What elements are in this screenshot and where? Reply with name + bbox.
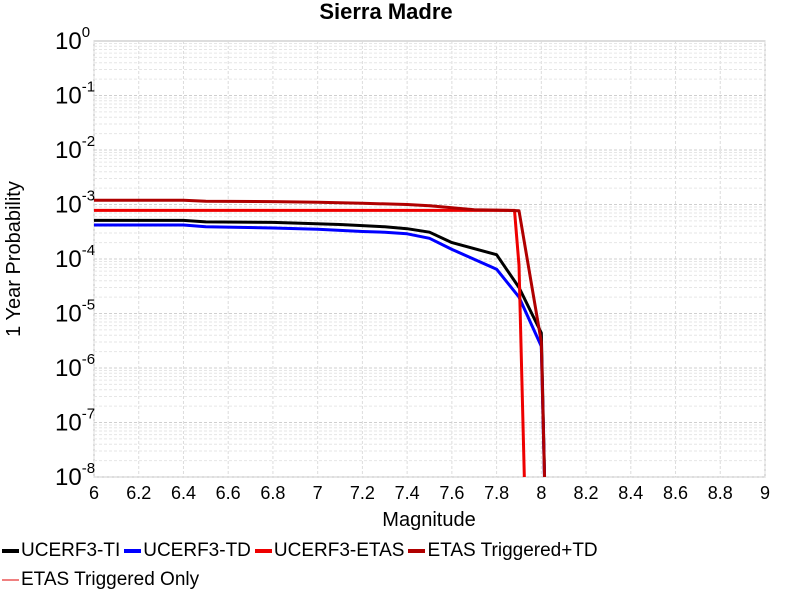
y-tick-label: 10-3: [55, 188, 95, 219]
legend-row-1: UCERF3-TI UCERF3-TD UCERF3-ETAS ETAS Tri…: [2, 540, 602, 562]
legend-item-etas-triggered-only: ETAS Triggered Only: [2, 569, 199, 591]
x-tick-label: 6.8: [260, 483, 285, 503]
legend-item-ucerf3-etas: UCERF3-ETAS: [254, 540, 405, 562]
series-lines: [94, 198, 547, 477]
x-tick-label: 6.2: [126, 483, 151, 503]
x-tick-label: 6: [89, 483, 99, 503]
series-line-ucerf3-etas: [94, 208, 526, 477]
legend-label: UCERF3-TD: [143, 540, 251, 561]
legend-label: UCERF3-TI: [21, 540, 121, 561]
x-tick-labels: 6 6.2 6.4 6.6 6.8 7 7.2 7.4 7.6 7.8 8 8.2 8.4 8.6 8.8 9: [89, 483, 770, 503]
x-tick-label: 7.4: [395, 483, 420, 503]
x-axis-label: Magnitude: [382, 509, 475, 531]
y-tick-label: 10-1: [55, 79, 95, 110]
x-tick-label: 8.4: [618, 483, 643, 503]
x-tick-label: 7.8: [484, 483, 509, 503]
y-tick-label: 100: [55, 24, 90, 55]
legend-swatch: [254, 549, 272, 553]
y-tick-label: 10-4: [55, 242, 95, 273]
legend-swatch: [408, 549, 426, 553]
x-tick-label: 9: [760, 483, 770, 503]
legend-swatch: [2, 549, 19, 553]
legend-item-etas-triggered-td: ETAS Triggered+TD: [408, 540, 598, 562]
y-tick-label: 10-6: [55, 351, 95, 382]
x-tick-label: 6.6: [216, 483, 241, 503]
legend-item-ucerf3-ti: UCERF3-TI: [2, 540, 120, 562]
legend-row-2: ETAS Triggered Only: [2, 569, 203, 591]
x-tick-label: 7: [313, 483, 323, 503]
y-tick-labels: 100 10-1 10-2 10-3 10-4 10-5 10-6 10-7 10-8: [55, 24, 95, 491]
legend-swatch: [124, 549, 142, 553]
legend-label: ETAS Triggered+TD: [427, 540, 598, 561]
x-tick-label: 7.6: [439, 483, 464, 503]
legend: UCERF3-TI UCERF3-TD UCERF3-ETAS ETAS Tri…: [0, 536, 800, 600]
chart-title: Sierra Madre: [319, 0, 452, 24]
x-tick-label: 6.4: [171, 483, 196, 503]
legend-swatch: [2, 579, 19, 581]
grid-lines: [93, 41, 766, 478]
legend-label: ETAS Triggered Only: [21, 569, 200, 590]
x-tick-label: 8: [536, 483, 546, 503]
x-tick-label: 8.6: [663, 483, 688, 503]
series-line-ucerf3-td: [94, 223, 546, 477]
legend-label: UCERF3-ETAS: [273, 540, 405, 561]
chart: Sierra Madre 6 6.2 6.4 6.6 6.8 7 7.2 7.4 7.6 7.8 8…: [3, 0, 770, 531]
x-tick-label: 7.2: [350, 483, 375, 503]
x-tick-label: 8.8: [708, 483, 733, 503]
y-tick-label: 10-8: [55, 460, 95, 491]
y-tick-label: 10-2: [55, 133, 95, 164]
series-line-etas-triggered-td: [94, 198, 547, 477]
x-tick-label: 8.2: [574, 483, 599, 503]
legend-item-ucerf3-td: UCERF3-TD: [124, 540, 251, 562]
y-tick-label: 10-5: [55, 297, 95, 328]
y-axis-label: 1 Year Probability: [3, 181, 25, 337]
y-tick-label: 10-7: [55, 406, 95, 437]
